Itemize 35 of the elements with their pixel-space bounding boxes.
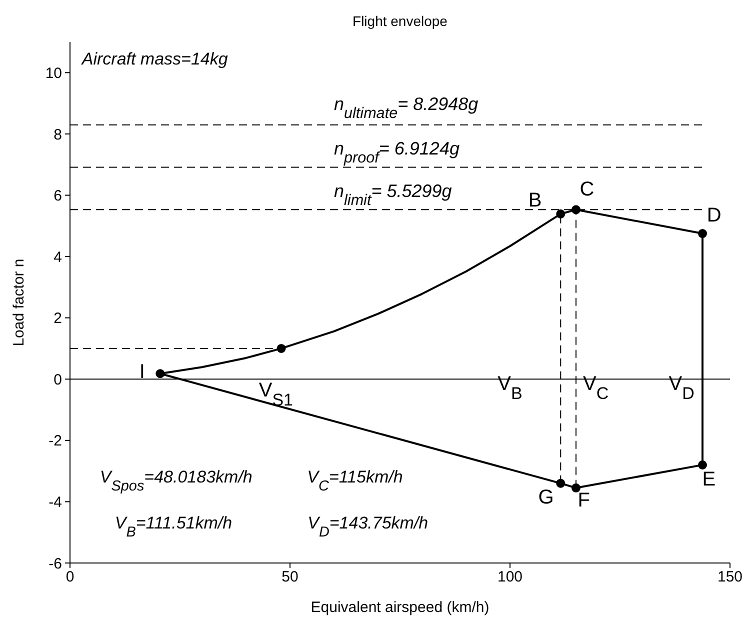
- annotation: V$_{S1}$: [258, 380, 293, 410]
- y-tick-label: -4: [48, 494, 62, 512]
- y-tick-label: 0: [54, 371, 62, 388]
- x-tick-label: 150: [717, 568, 743, 586]
- annotation: V$_{Spos}$=48.0183km/h: [100, 468, 252, 495]
- annotation: G: [538, 486, 554, 509]
- annotation: E: [702, 468, 716, 491]
- annotation: n$_{limit}$= 5.5299g: [334, 180, 452, 209]
- annotation: n$_{ultimate}$= 8.2948g: [334, 94, 478, 122]
- annotation: V$_{D}$: [668, 374, 694, 404]
- annotation: B: [528, 190, 542, 212]
- y-tick-label: 2: [54, 310, 62, 328]
- y-tick-label: 4: [54, 248, 62, 266]
- y-tick-label: 10: [45, 64, 62, 82]
- annotation: n$_{proof}$= 6.9124g: [334, 138, 460, 166]
- x-axis-title: Equivalent airspeed (km/h): [310, 599, 490, 616]
- y-tick-label: -2: [48, 432, 62, 450]
- x-tick-label: 100: [497, 568, 523, 586]
- annotation: V$_{C}$: [582, 374, 609, 404]
- annotation: Aircraft mass=14kg: [80, 50, 228, 69]
- y-axis-title: Load factor n: [10, 258, 28, 346]
- annotation: V$_{B}$: [498, 374, 522, 404]
- annotation: F: [578, 490, 590, 512]
- annotation: V$_{B}$=111.51km/h: [114, 514, 232, 541]
- annotation: C: [580, 178, 594, 201]
- y-tick-label: 6: [54, 188, 62, 205]
- annotation: I: [139, 361, 145, 384]
- chart-title: Flight envelope: [352, 12, 448, 31]
- y-tick-label: -6: [48, 555, 62, 572]
- annotation: D: [706, 204, 722, 227]
- annotation: V$_{D}$=143.75km/h: [308, 514, 428, 541]
- y-tick-label: 8: [54, 126, 62, 144]
- x-tick-label: 50: [282, 568, 298, 586]
- x-tick-label: 0: [66, 568, 74, 586]
- annotation: V$_{C}$=115km/h: [307, 468, 403, 495]
